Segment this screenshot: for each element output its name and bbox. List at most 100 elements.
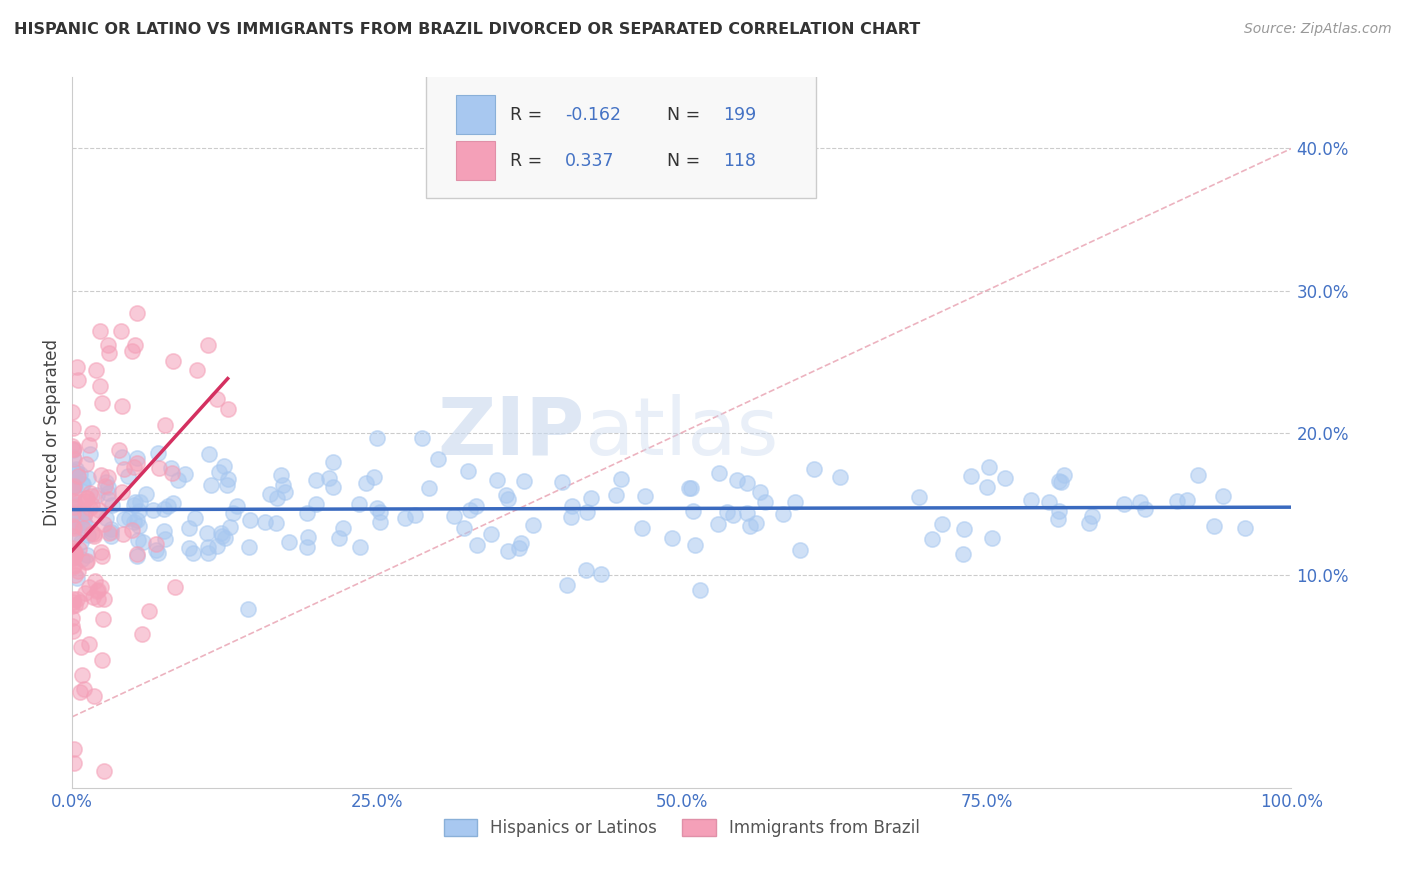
Point (197, 540, 219, 554)
Point (86, 584, 108, 599)
Point (322, 455, 344, 469)
Point (89, 324, 111, 338)
Point (80, 526, 103, 541)
Point (181, 546, 204, 560)
Point (589, 566, 612, 581)
Text: ZIP: ZIP (437, 393, 585, 472)
Point (84, 362, 107, 376)
Point (1078, 516, 1101, 530)
Point (354, 476, 377, 491)
Point (368, 515, 391, 529)
Point (65, 519, 87, 533)
Point (735, 475, 758, 490)
Point (97, 486, 120, 500)
Point (76, 528, 98, 542)
Point (97, 470, 120, 484)
Text: 0.337: 0.337 (565, 152, 614, 169)
Point (153, 524, 176, 538)
Point (127, 306, 149, 320)
Point (110, 324, 132, 338)
Point (62, 544, 84, 558)
Point (112, 512, 135, 526)
Point (522, 518, 544, 533)
Point (994, 471, 1017, 485)
Point (418, 481, 440, 495)
Point (166, 473, 188, 487)
Point (76, 491, 98, 505)
Point (575, 563, 598, 577)
Point (125, 456, 148, 470)
Point (217, 401, 239, 416)
Point (118, 511, 141, 525)
Point (394, 510, 416, 524)
Point (479, 527, 502, 541)
Point (706, 517, 728, 532)
Point (83, 527, 105, 541)
Point (214, 531, 236, 545)
Point (70, 513, 93, 527)
Point (62, 526, 84, 541)
Point (510, 535, 533, 549)
Point (737, 506, 759, 520)
Text: Source: ZipAtlas.com: Source: ZipAtlas.com (1244, 22, 1392, 37)
Point (605, 487, 627, 501)
Point (1187, 467, 1209, 482)
Point (162, 466, 184, 480)
Point (678, 481, 700, 495)
Point (197, 447, 219, 461)
Point (197, 338, 219, 352)
Point (465, 499, 488, 513)
Text: atlas: atlas (585, 393, 779, 472)
Point (513, 474, 536, 488)
Point (70, 506, 93, 520)
Point (67, 495, 90, 509)
Point (62, 450, 84, 465)
Point (83, 529, 105, 543)
Point (79, 486, 101, 500)
Point (84, 508, 107, 522)
Point (200, 478, 222, 492)
Point (62, 591, 84, 606)
Point (122, 498, 145, 512)
Point (952, 547, 974, 561)
Point (366, 501, 388, 516)
Point (404, 508, 426, 522)
Point (457, 464, 479, 478)
Point (238, 601, 260, 615)
Point (77, 580, 100, 594)
Point (93, 516, 115, 531)
Point (960, 468, 983, 483)
Point (318, 471, 340, 485)
Point (62, 463, 84, 477)
Point (66, 571, 89, 585)
Point (295, 541, 318, 555)
Point (1212, 489, 1234, 503)
Point (70, 552, 93, 566)
Point (67, 469, 90, 483)
Point (271, 478, 294, 492)
Point (125, 451, 148, 466)
Point (63, 475, 86, 489)
Point (100, 524, 122, 539)
Point (1081, 509, 1104, 524)
Point (575, 505, 598, 519)
Point (97, 346, 120, 360)
Point (270, 467, 292, 482)
Point (96, 337, 118, 351)
Point (69, 685, 91, 699)
Point (75, 458, 97, 472)
Point (217, 473, 239, 487)
Point (953, 522, 976, 536)
Point (63, 559, 86, 574)
Point (141, 503, 163, 517)
Point (66, 466, 89, 480)
Point (84, 574, 107, 588)
Point (63, 544, 86, 558)
Point (75, 555, 97, 569)
Point (366, 431, 388, 445)
Point (100, 522, 122, 536)
Point (1047, 504, 1070, 518)
Point (208, 465, 231, 479)
Point (124, 338, 146, 352)
Point (1047, 512, 1070, 526)
